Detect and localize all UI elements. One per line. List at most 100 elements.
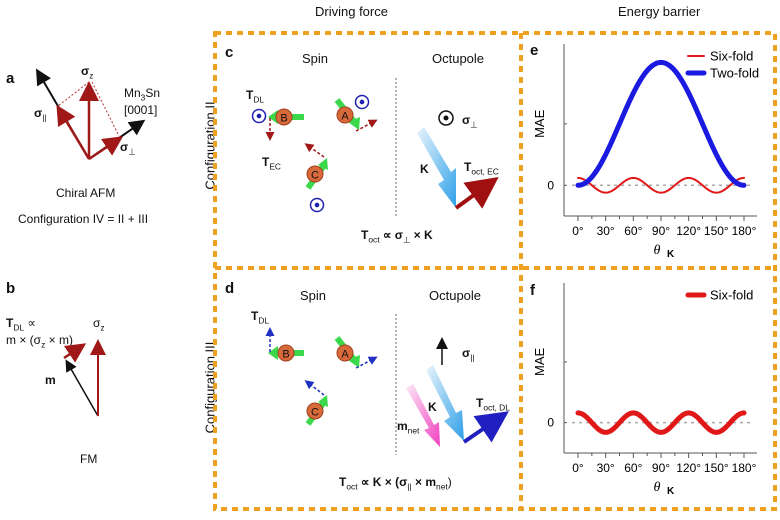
sigma-parallel-vector (56, 104, 91, 160)
panel-c-k-label: K (420, 162, 429, 176)
x-tick-label: 30° (597, 461, 615, 475)
atom-b (277, 344, 295, 362)
sigma-perp-vector (88, 136, 124, 161)
torque-oct-ec-arrow (454, 176, 499, 210)
panel-d-t-oct: Toct, DL (476, 396, 510, 413)
panel-c-spin-title: Spin (302, 51, 329, 66)
panel-c-sigma: σ⊥ (462, 113, 478, 130)
panel-e-letter: e (530, 42, 539, 59)
series-line-six-fold (575, 410, 747, 435)
panel-a-letter: a (6, 70, 15, 87)
panel-d-octupole-title: Octupole (429, 288, 482, 303)
panel-a-sigma-z: σz (81, 64, 94, 81)
panel-a-direction: [0001] (124, 103, 158, 117)
panel-c-t-oct: Toct, EC (464, 160, 499, 177)
out-of-plane-icon (251, 108, 267, 124)
x-tick-label: 120° (676, 224, 701, 238)
x-tick-label: 0° (572, 224, 584, 238)
x-axis-label: θ (654, 480, 661, 495)
panel-a-configuration: Configuration IV = II + III (18, 212, 149, 226)
k-arrow (426, 365, 464, 441)
panel-b-caption: FM (80, 452, 98, 466)
m-vector (65, 359, 99, 417)
x-tick-label: 180° (732, 224, 757, 238)
x-tick-label: 180° (732, 461, 757, 475)
x-axis-label-sub: K (667, 486, 675, 497)
torque-oct-dl-arrow (462, 411, 509, 444)
y-tick-label: 0 (547, 178, 554, 192)
projection-line (57, 81, 90, 107)
atom-c (306, 402, 324, 420)
spin-arrowhead-b (268, 110, 278, 124)
panel-c-t-dl: TDL (246, 88, 265, 105)
frame-outer (213, 31, 777, 511)
x-tick-label: 150° (704, 461, 729, 475)
panel-a-material: Mn3Sn (124, 86, 161, 103)
panel-d-k-label: K (428, 400, 437, 414)
series-line-two-fold (575, 59, 747, 188)
atom-a (336, 344, 354, 362)
panel-a-sigma-par: σ|| (34, 106, 47, 123)
spin-arrowhead-a (348, 117, 360, 130)
torque-ec-arrow (355, 119, 378, 132)
spin-arrowhead-c (318, 395, 328, 407)
header-energy-barrier: Energy barrier (618, 4, 701, 19)
panel-c-t-ec: TEC (262, 155, 281, 172)
atom-label-c: C (311, 170, 319, 182)
torque-dl-arrow (355, 356, 378, 369)
panel-c-formula: Toct ∝ σ⊥ × K (361, 228, 433, 245)
legend-label: Six-fold (710, 49, 753, 64)
sigma-out-of-plane-icon (438, 110, 454, 126)
x-axis-label-sub: K (667, 249, 675, 260)
panel-d-m-label: mnet (397, 419, 420, 436)
legend-label: Six-fold (710, 288, 753, 303)
panel-d-spin-title: Spin (300, 288, 327, 303)
k-arrow (417, 127, 456, 208)
x-tick-label: 120° (676, 461, 701, 475)
x-tick-label: 90° (652, 461, 670, 475)
atom-a (336, 106, 354, 124)
atom-b (275, 108, 293, 126)
y-tick-label: 0 (547, 416, 554, 430)
out-of-plane-icon (309, 197, 325, 213)
panel-d-t-dl: TDL (251, 309, 270, 326)
y-axis-label: MAE (532, 348, 547, 377)
atom-c (306, 165, 324, 183)
x-axis-label: θ (654, 243, 661, 258)
panel-c-letter: c (225, 44, 234, 61)
x-tick-label: 60° (624, 224, 642, 238)
spin-arrowhead-a (348, 355, 360, 368)
panel-d-letter: d (225, 280, 235, 297)
panel-f-letter: f (530, 282, 535, 299)
atom-label-a: A (341, 349, 349, 361)
header-driving-force: Driving force (315, 4, 388, 19)
torque-ec-arrow (304, 143, 325, 158)
panel-b-sigma-z: σz (93, 316, 105, 333)
series-line-six-fold (577, 176, 745, 194)
torque-dl-arrow (304, 380, 325, 396)
m-net-arrow (406, 384, 440, 447)
x-tick-label: 0° (572, 461, 584, 475)
panel-b-torque: TDL ∝ (6, 316, 36, 333)
x-tick-label: 90° (652, 224, 670, 238)
spin-arrowhead-c (318, 158, 328, 170)
panel-c-octupole-title: Octupole (432, 51, 485, 66)
atom-label-c: C (311, 407, 319, 419)
y-axis-label: MAE (532, 109, 547, 138)
atom-label-a: A (341, 111, 349, 123)
x-tick-label: 60° (624, 461, 642, 475)
out-of-plane-icon (354, 94, 370, 110)
atom-label-b: B (280, 113, 287, 125)
panel-d-sigma: σ|| (462, 346, 475, 363)
torque-dl-vector (63, 343, 87, 363)
panel-d-formula: Toct ∝ K × (σ|| × mnet) (339, 475, 452, 492)
x-tick-label: 30° (597, 224, 615, 238)
panel-b-m-label: m (45, 373, 56, 387)
